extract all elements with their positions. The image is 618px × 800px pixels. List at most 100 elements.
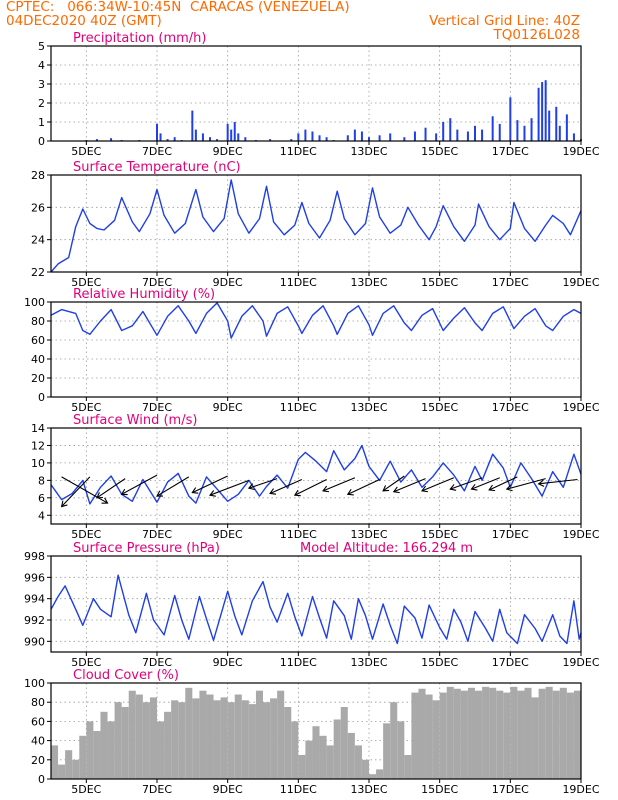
wind-vectors bbox=[60, 474, 578, 508]
precip-bar bbox=[216, 139, 219, 141]
cloud-title: Cloud Cover (%) bbox=[73, 668, 179, 683]
temp-ytick-label: 28 bbox=[31, 169, 45, 182]
wind-vector bbox=[294, 478, 327, 496]
cloud-bar bbox=[390, 702, 398, 779]
cloud-bar bbox=[255, 690, 263, 779]
wind-vector bbox=[488, 476, 518, 491]
cloud-bar bbox=[531, 697, 539, 779]
wind-vector-head bbox=[488, 484, 496, 492]
cloud-bar bbox=[503, 692, 511, 779]
temp-xtick-label: 9DEC bbox=[213, 276, 243, 289]
precip-xtick-label: 11DEC bbox=[280, 145, 317, 158]
press-title: Surface Pressure (hPa) bbox=[73, 541, 220, 556]
wind-vector-head bbox=[269, 488, 277, 495]
wind-vector bbox=[121, 474, 158, 495]
cloud-bar bbox=[489, 687, 497, 779]
wind-ytick-label: 14 bbox=[31, 422, 45, 435]
precip-frame bbox=[50, 45, 582, 142]
wind-vector bbox=[61, 476, 91, 507]
precip-bar bbox=[474, 125, 476, 141]
precip-bar bbox=[530, 118, 533, 141]
cloud-bar bbox=[545, 686, 553, 779]
press-xtick-label: 15DEC bbox=[421, 656, 458, 669]
cloud-bar bbox=[418, 688, 426, 779]
cloud-ytick-label: 80 bbox=[31, 696, 45, 709]
cloud-ytick-label: 0 bbox=[38, 773, 45, 786]
cloud-bar bbox=[128, 690, 136, 779]
cloud-bar bbox=[171, 700, 179, 779]
press-panel: 990 992 994 996 998 5DEC 7DEC 9DEC 11DEC 13DEC 15D… bbox=[24, 541, 600, 669]
press-series-line bbox=[50, 574, 582, 645]
cloud-bar bbox=[185, 687, 193, 779]
cloud-bar bbox=[566, 692, 574, 779]
temp-xtick-label: 19DEC bbox=[562, 276, 599, 289]
press-ytick-label: 990 bbox=[24, 635, 45, 648]
wind-xtick-label: 19DEC bbox=[562, 528, 599, 541]
cloud-ytick-label: 100 bbox=[24, 677, 45, 690]
cloud-bar bbox=[291, 721, 299, 779]
precip-title: Precipitation (mm/h) bbox=[73, 31, 206, 46]
cloud-ytick-label: 40 bbox=[31, 735, 45, 748]
precip-bar bbox=[290, 139, 293, 141]
wind-vector-head bbox=[120, 488, 128, 496]
press-xtick-label: 17DEC bbox=[492, 656, 529, 669]
header-grid-line: Vertical Grid Line: 40Z bbox=[429, 13, 580, 29]
cloud-bar bbox=[361, 759, 369, 779]
precip-bar bbox=[110, 138, 113, 141]
precip-bar bbox=[378, 135, 381, 141]
wind-vector bbox=[248, 478, 278, 489]
cloud-bar bbox=[220, 697, 228, 779]
wind-title: Surface Wind (m/s) bbox=[73, 413, 197, 428]
press-ytick-label: 992 bbox=[24, 614, 45, 627]
precip-bar bbox=[509, 97, 512, 141]
precip-bar bbox=[237, 133, 240, 141]
wind-vector-head bbox=[449, 484, 457, 491]
precip-bar bbox=[442, 122, 445, 141]
precip-bar bbox=[491, 116, 494, 141]
precip-xtick-label: 15DEC bbox=[421, 145, 458, 158]
rh-ytick-label: 0 bbox=[38, 391, 45, 404]
wind-vector-head bbox=[322, 485, 330, 493]
precip-xtick-label: 19DEC bbox=[562, 145, 599, 158]
cloud-bar bbox=[298, 755, 306, 779]
cloud-bar bbox=[121, 707, 129, 779]
cloud-bar bbox=[517, 690, 525, 779]
precip-bar bbox=[230, 129, 233, 141]
press-xtick-label: 19DEC bbox=[562, 656, 599, 669]
cloud-bar bbox=[453, 688, 461, 779]
precip-bar bbox=[481, 129, 484, 141]
press-ytick-label: 994 bbox=[24, 593, 45, 606]
wind-xtick-label: 5DEC bbox=[71, 528, 101, 541]
temp-xtick-label: 7DEC bbox=[142, 276, 172, 289]
cloud-bar bbox=[404, 755, 412, 779]
precip-bar bbox=[194, 129, 197, 141]
precip-bar bbox=[466, 131, 469, 141]
cloud-ytick-label: 20 bbox=[31, 754, 45, 767]
wind-vector-head bbox=[421, 485, 429, 493]
precip-bar bbox=[318, 135, 321, 141]
cloud-bar bbox=[199, 690, 207, 779]
cloud-xtick-label: 5DEC bbox=[71, 783, 101, 796]
rh-frame bbox=[50, 301, 582, 398]
cloud-bar bbox=[100, 711, 108, 779]
cloud-bar bbox=[135, 694, 143, 779]
rh-ytick-label: 40 bbox=[31, 353, 45, 366]
precip-bar bbox=[95, 139, 98, 141]
cloud-bar bbox=[333, 719, 341, 779]
wind-xtick-label: 7DEC bbox=[142, 528, 172, 541]
precip-ytick-label: 0 bbox=[38, 135, 45, 148]
wind-vector bbox=[382, 475, 405, 492]
cloud-bar bbox=[340, 707, 348, 779]
precip-bar bbox=[456, 129, 459, 141]
wind-vector bbox=[393, 478, 426, 493]
wind-vector-head bbox=[382, 485, 390, 492]
cloud-bar bbox=[496, 690, 504, 779]
precip-xtick-label: 5DEC bbox=[71, 145, 101, 158]
cloud-bar bbox=[107, 721, 115, 779]
wind-vector-head bbox=[392, 486, 400, 494]
cloud-bar bbox=[270, 698, 278, 779]
cloud-xtick-label: 13DEC bbox=[350, 783, 387, 796]
precip-bar bbox=[166, 139, 169, 141]
cloud-bar bbox=[524, 687, 532, 779]
cloud-bar bbox=[65, 750, 73, 779]
